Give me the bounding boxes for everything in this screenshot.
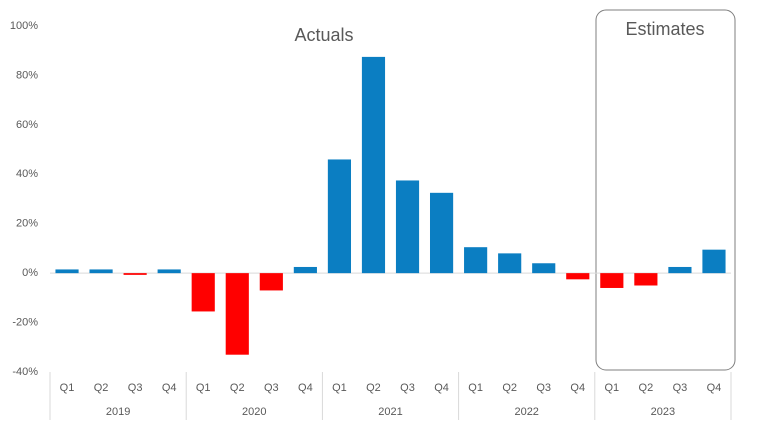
group-label: 2022	[514, 406, 538, 418]
bar	[327, 159, 352, 274]
bar	[293, 266, 317, 274]
y-tick-label: 0%	[22, 267, 38, 279]
x-tick-label: Q1	[332, 382, 347, 394]
x-tick-label: Q2	[502, 382, 517, 394]
bar	[361, 56, 386, 274]
x-tick-label: Q3	[264, 382, 279, 394]
x-tick-label: Q3	[673, 382, 688, 394]
x-tick-label: Q1	[604, 382, 619, 394]
bar	[498, 253, 522, 274]
annotation: Actuals	[294, 25, 353, 45]
bar	[259, 273, 283, 291]
x-tick-label: Q1	[196, 382, 211, 394]
x-tick-label: Q2	[230, 382, 245, 394]
x-tick-label: Q4	[162, 382, 177, 394]
annotation: Estimates	[625, 19, 704, 39]
y-tick-label: -40%	[12, 366, 38, 378]
x-tick-label: Q3	[536, 382, 551, 394]
bar	[668, 266, 692, 274]
bar	[566, 273, 590, 280]
bar	[464, 247, 488, 274]
y-tick-label: 40%	[16, 168, 38, 180]
x-tick-label: Q1	[60, 382, 75, 394]
bar	[89, 269, 113, 274]
x-tick-label: Q1	[468, 382, 483, 394]
bar	[702, 249, 726, 274]
group-label: 2023	[651, 406, 675, 418]
y-tick-label: -20%	[12, 316, 38, 328]
bar	[395, 180, 420, 274]
x-tick-label: Q2	[639, 382, 654, 394]
bar	[634, 273, 658, 286]
bar	[429, 192, 454, 274]
y-tick-label: 20%	[16, 218, 38, 230]
x-tick-label: Q4	[570, 382, 585, 394]
y-tick-label: 80%	[16, 69, 38, 81]
x-tick-label: Q4	[707, 382, 722, 394]
x-tick-label: Q2	[94, 382, 109, 394]
bar	[225, 273, 249, 355]
bar	[123, 273, 147, 275]
y-tick-label: 60%	[16, 119, 38, 131]
x-tick-label: Q3	[400, 382, 415, 394]
group-label: 2020	[242, 406, 266, 418]
bar	[532, 263, 556, 274]
estimates-box	[595, 9, 736, 371]
y-tick-label: 100%	[10, 20, 38, 32]
bar	[157, 269, 181, 274]
x-tick-label: Q4	[298, 382, 313, 394]
bar	[191, 273, 215, 312]
group-label: 2021	[378, 406, 402, 418]
bar	[600, 273, 624, 288]
x-tick-label: Q4	[434, 382, 449, 394]
x-tick-label: Q3	[128, 382, 143, 394]
bar	[55, 269, 79, 274]
x-tick-label: Q2	[366, 382, 381, 394]
group-label: 2019	[106, 406, 130, 418]
